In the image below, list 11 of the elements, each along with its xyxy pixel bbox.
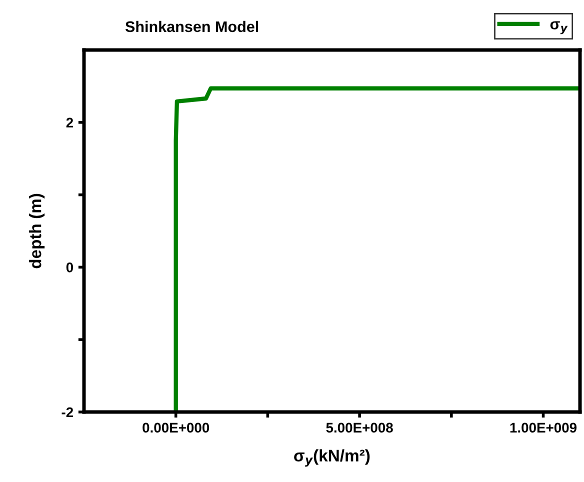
y-tick-label: -2 <box>62 407 74 418</box>
y-tick-label: 0 <box>66 262 74 272</box>
line-series <box>174 86 580 412</box>
x-axis-title: σ$_{y}$(kN/m²) <box>294 449 370 467</box>
y-axis-title: depth (m) <box>29 194 45 268</box>
x-tick-label: 1.00E+009 <box>510 422 577 433</box>
x-tick-label: 5.00E+008 <box>326 422 393 433</box>
legend-label: σ$_{y}$ <box>550 21 568 34</box>
chart-title: Shinkansen Model <box>125 20 258 32</box>
y-tick-label: 2 <box>66 118 74 128</box>
x-tick-label: 0.00E+000 <box>142 422 210 433</box>
